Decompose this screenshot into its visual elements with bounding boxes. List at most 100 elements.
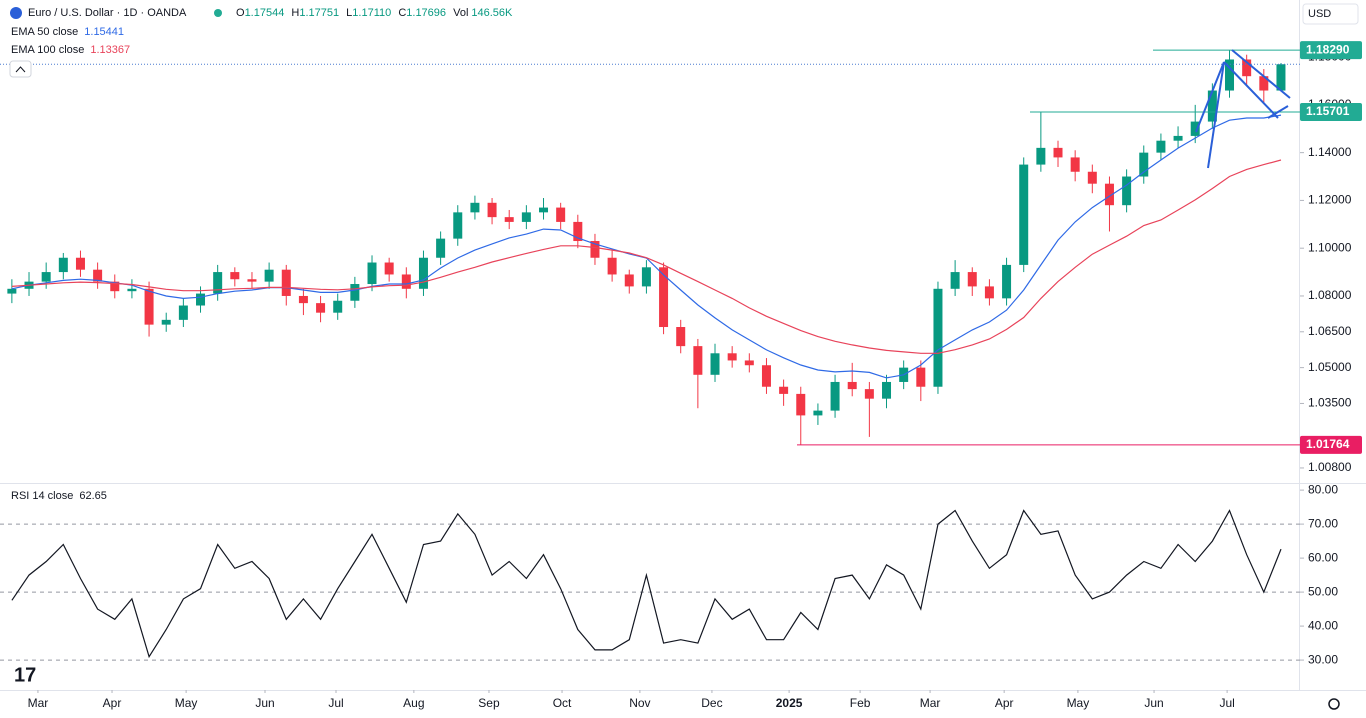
candle-body — [1156, 140, 1166, 153]
candle-body — [984, 286, 994, 299]
ohlc-value: 1.17110 — [352, 7, 391, 19]
plot-area — [0, 49, 1300, 661]
x-tick-label: May — [175, 696, 198, 710]
candle-body — [659, 267, 669, 328]
symbol-icon — [10, 7, 22, 19]
candle-body — [470, 202, 480, 213]
candle-body — [590, 241, 600, 258]
drawing-flag — [1195, 49, 1291, 169]
x-tick-label: Feb — [850, 696, 871, 710]
collapse-button[interactable] — [9, 60, 32, 78]
candle-body — [7, 288, 17, 294]
candle-body — [521, 212, 531, 222]
y-tick-label: 60.00 — [1308, 550, 1338, 564]
candle-body — [1122, 176, 1132, 206]
symbol-title[interactable]: Euro / U.S. Dollar · 1D · OANDA — [28, 7, 187, 19]
settings-icon[interactable] — [1328, 698, 1340, 710]
candle-body — [1207, 90, 1217, 122]
x-tick-label: Mar — [920, 696, 941, 710]
candle-body — [693, 346, 703, 375]
candle-body — [367, 262, 377, 285]
candle-body — [1002, 264, 1012, 299]
candle-body — [281, 269, 291, 296]
candle-body — [264, 269, 274, 282]
collapse-icon — [15, 66, 26, 73]
indicator-name: EMA 50 close — [11, 26, 78, 38]
indicator-legend[interactable]: EMA 100 close 1.13367 — [11, 44, 130, 56]
candle-body — [761, 365, 771, 387]
candle-body — [144, 288, 154, 325]
y-tick-label: 1.05000 — [1308, 360, 1352, 374]
ohlc-value: 1.17696 — [406, 7, 446, 19]
candle-body — [1053, 147, 1063, 158]
y-tick-label: 30.00 — [1308, 652, 1338, 666]
x-tick-label: Mar — [28, 696, 49, 710]
volume-key: Vol — [453, 7, 468, 19]
candle-body — [350, 284, 360, 301]
level-tag — [1300, 41, 1362, 60]
candle-body — [556, 207, 566, 222]
level-label: 1.18290 — [1306, 42, 1350, 56]
indicator-legend[interactable]: EMA 50 close 1.15441 — [11, 26, 124, 38]
ohlc: O1.17544 H1.17751 L1.17110 C1.17696 Vol 1… — [236, 7, 513, 19]
currency-button[interactable] — [1302, 3, 1359, 25]
candle-body — [967, 272, 977, 287]
candle-body — [436, 238, 446, 258]
y-tick-label: 1.10000 — [1308, 240, 1352, 254]
x-tick-label: May — [1067, 696, 1090, 710]
candle-body — [401, 274, 411, 289]
indicator-value: 1.13367 — [90, 44, 130, 56]
drawing-line — [1267, 105, 1289, 119]
y-tick-label: 1.08000 — [1308, 288, 1352, 302]
candle-body — [504, 217, 514, 222]
candle-body — [933, 288, 943, 387]
y-tick-label: 1.00800 — [1308, 460, 1352, 474]
candle-body — [847, 381, 857, 390]
candle-body — [641, 267, 651, 287]
x-tick-label: Dec — [701, 696, 722, 710]
x-tick-label: 2025 — [776, 696, 803, 710]
drawing-line — [1207, 61, 1225, 169]
candle-body — [110, 281, 120, 292]
ohlc-value: 1.17544 — [245, 7, 285, 19]
x-tick-label: Oct — [553, 696, 572, 710]
ohlc-value: 1.17751 — [299, 7, 339, 19]
drawing-line — [1195, 61, 1225, 133]
rsi-line — [11, 509, 1282, 659]
candle-body — [1070, 157, 1080, 172]
y-tick-label: 1.06500 — [1308, 324, 1352, 338]
y-tick-label: 70.00 — [1308, 516, 1338, 530]
x-tick-label: Nov — [629, 696, 650, 710]
x-tick-label: Apr — [995, 696, 1014, 710]
candle-body — [247, 279, 257, 282]
ema-line — [11, 159, 1282, 354]
drawing-line — [1231, 49, 1291, 99]
candle-body — [1242, 59, 1252, 77]
candle-body — [779, 386, 789, 394]
candle-body — [316, 303, 326, 313]
ohlc-key: C — [398, 7, 406, 19]
candle-body — [1225, 59, 1235, 91]
level-tag — [1300, 435, 1362, 454]
level-label: 1.01764 — [1306, 437, 1350, 451]
candle-body — [487, 202, 497, 218]
tradingview-logo[interactable]: 17 — [14, 664, 36, 686]
volume-value: 146.56K — [471, 7, 513, 19]
y-tick-label: 80.00 — [1308, 482, 1338, 496]
candle-body — [830, 381, 840, 411]
drawing-line — [1223, 61, 1279, 119]
rsi-legend[interactable]: RSI 14 close 62.65 — [11, 490, 107, 502]
ohlc-key: L — [346, 7, 352, 19]
candle-body — [1276, 64, 1286, 91]
candle-body — [864, 389, 874, 399]
candle-body — [58, 257, 68, 273]
candle-body — [230, 272, 240, 280]
candle-body — [298, 295, 308, 304]
candle-body — [384, 262, 394, 275]
candle-body — [1139, 152, 1149, 177]
candle-body — [1190, 121, 1200, 136]
candle-body — [813, 410, 823, 416]
candle-body — [196, 293, 206, 306]
x-tick-label: Jul — [1219, 696, 1234, 710]
candle-body — [676, 327, 686, 347]
